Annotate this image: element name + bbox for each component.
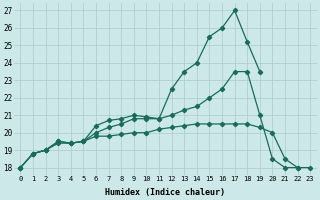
X-axis label: Humidex (Indice chaleur): Humidex (Indice chaleur) — [105, 188, 225, 197]
